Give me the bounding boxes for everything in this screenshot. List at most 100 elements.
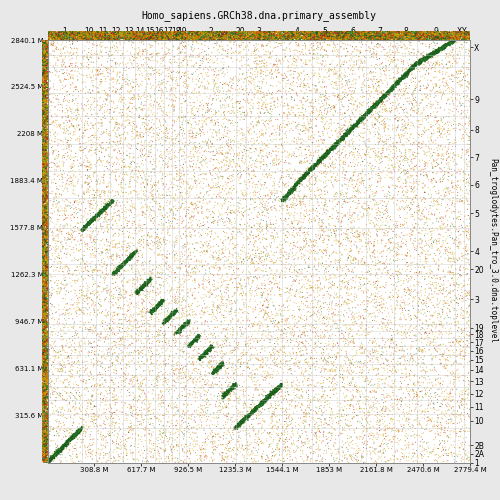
Point bbox=[142, 120, 150, 128]
Point bbox=[321, 31, 329, 39]
Point bbox=[172, 247, 180, 255]
Point bbox=[322, 167, 330, 175]
Point bbox=[414, 309, 422, 317]
Point bbox=[266, 404, 274, 412]
Point bbox=[148, 123, 156, 131]
Point bbox=[71, 432, 79, 440]
Point bbox=[190, 447, 198, 455]
Point bbox=[154, 115, 162, 123]
Point bbox=[452, 254, 460, 262]
Point bbox=[44, 180, 52, 188]
Point bbox=[64, 440, 72, 448]
Point bbox=[154, 234, 162, 242]
Point bbox=[290, 138, 298, 145]
Point bbox=[393, 79, 401, 87]
Point bbox=[204, 30, 212, 38]
Point bbox=[436, 46, 444, 54]
Point bbox=[306, 215, 314, 223]
Point bbox=[42, 68, 50, 76]
Point bbox=[96, 155, 104, 163]
Point bbox=[150, 28, 158, 36]
Point bbox=[462, 226, 470, 234]
Point bbox=[398, 72, 406, 80]
Point bbox=[193, 335, 201, 343]
Point bbox=[280, 194, 288, 202]
Point bbox=[366, 424, 374, 432]
Point bbox=[375, 97, 383, 105]
Point bbox=[414, 58, 422, 66]
Point bbox=[163, 124, 171, 132]
Point bbox=[188, 57, 196, 65]
Point bbox=[59, 138, 67, 146]
Point bbox=[120, 128, 128, 136]
Point bbox=[259, 414, 267, 422]
Point bbox=[302, 272, 310, 280]
Point bbox=[334, 34, 342, 42]
Point bbox=[284, 420, 292, 428]
Point bbox=[177, 126, 185, 134]
Point bbox=[45, 288, 53, 296]
Point bbox=[250, 42, 258, 50]
Point bbox=[318, 304, 326, 312]
Point bbox=[318, 31, 326, 39]
Point bbox=[256, 398, 264, 406]
Point bbox=[356, 280, 364, 288]
Point bbox=[200, 348, 208, 356]
Point bbox=[40, 356, 48, 364]
Point bbox=[429, 318, 437, 326]
Point bbox=[38, 270, 46, 278]
Point bbox=[222, 246, 230, 254]
Point bbox=[456, 332, 464, 340]
Point bbox=[84, 400, 92, 407]
Point bbox=[90, 410, 98, 418]
Point bbox=[284, 168, 292, 175]
Point bbox=[145, 279, 153, 287]
Point bbox=[374, 34, 382, 42]
Point bbox=[275, 383, 283, 391]
Point bbox=[162, 318, 170, 326]
Point bbox=[318, 34, 326, 42]
Point bbox=[118, 261, 126, 269]
Point bbox=[402, 82, 410, 90]
Point bbox=[42, 110, 50, 118]
Point bbox=[44, 106, 52, 114]
Point bbox=[273, 440, 281, 448]
Point bbox=[426, 32, 434, 40]
Point bbox=[41, 210, 49, 218]
Point bbox=[296, 212, 304, 220]
Point bbox=[352, 47, 360, 55]
Point bbox=[420, 352, 428, 360]
Point bbox=[111, 202, 119, 210]
Point bbox=[202, 107, 210, 115]
Point bbox=[376, 96, 384, 104]
Point bbox=[116, 446, 124, 454]
Point bbox=[348, 176, 356, 184]
Point bbox=[40, 386, 48, 394]
Point bbox=[120, 30, 128, 38]
Point bbox=[276, 404, 284, 412]
Point bbox=[236, 31, 244, 39]
Point bbox=[320, 169, 328, 177]
Point bbox=[197, 352, 205, 360]
Point bbox=[297, 174, 305, 182]
Point bbox=[76, 426, 84, 434]
Point bbox=[40, 167, 48, 175]
Point bbox=[83, 240, 91, 248]
Point bbox=[38, 442, 46, 450]
Point bbox=[208, 57, 216, 65]
Point bbox=[88, 29, 96, 37]
Point bbox=[151, 95, 159, 103]
Point bbox=[50, 267, 58, 275]
Point bbox=[254, 32, 262, 40]
Point bbox=[406, 358, 413, 366]
Point bbox=[110, 108, 118, 116]
Point bbox=[74, 364, 82, 372]
Point bbox=[43, 354, 51, 362]
Point bbox=[226, 389, 234, 397]
Point bbox=[237, 411, 245, 419]
Point bbox=[426, 450, 434, 458]
Point bbox=[335, 166, 343, 173]
Point bbox=[313, 86, 321, 94]
Point bbox=[324, 440, 332, 448]
Point bbox=[442, 420, 450, 428]
